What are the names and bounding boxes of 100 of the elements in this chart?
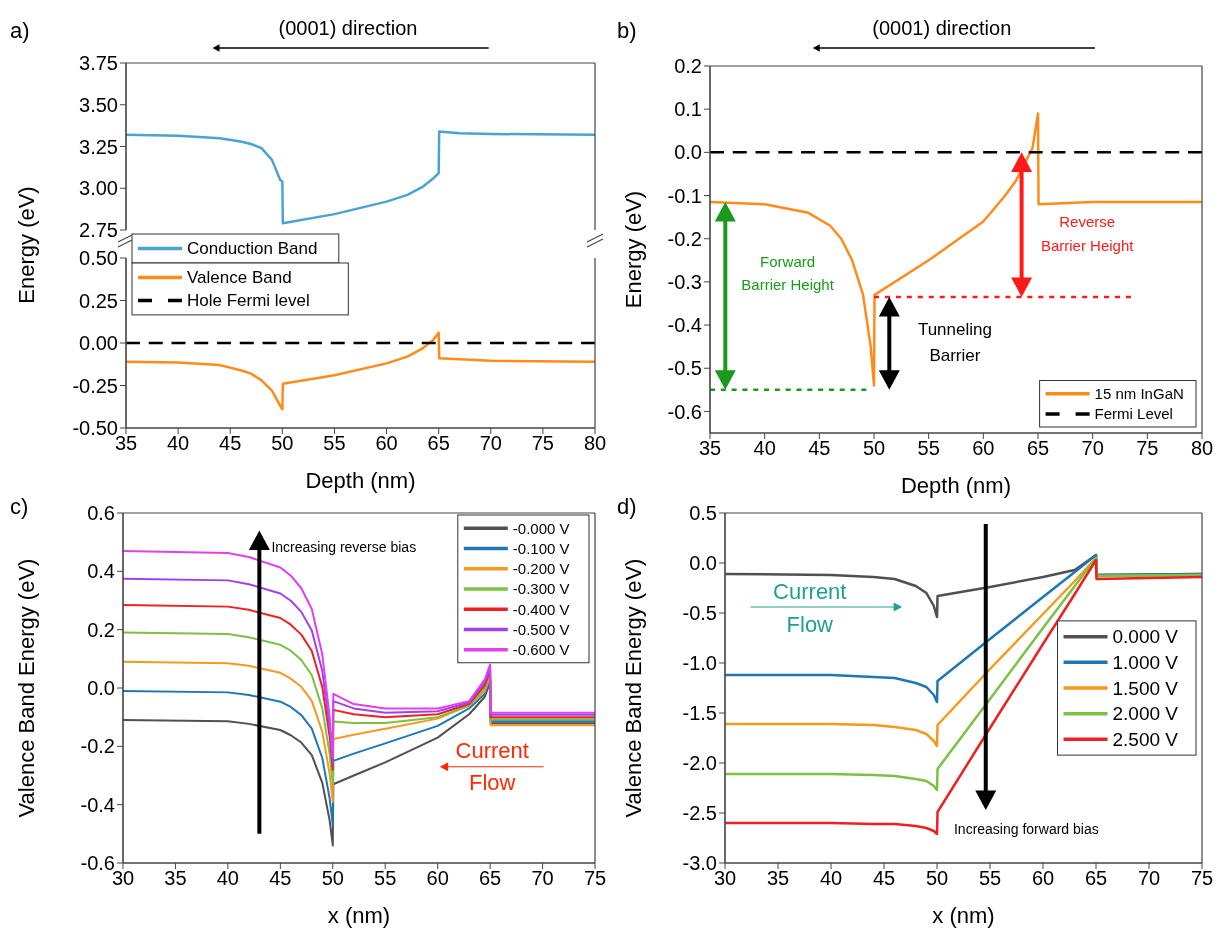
y-tick-label: -0.2 bbox=[80, 735, 115, 758]
x-tick-label: 65 bbox=[427, 432, 450, 455]
line-series bbox=[123, 603, 595, 771]
line-series bbox=[126, 331, 595, 411]
x-tick-label: 40 bbox=[166, 432, 190, 455]
x-tick-label: 70 bbox=[1137, 867, 1161, 890]
y-tick-label: 0.2 bbox=[674, 55, 702, 78]
y-tick-label: 0.5 bbox=[689, 502, 717, 525]
line-series bbox=[710, 112, 1202, 387]
y-tick-label: -0.4 bbox=[667, 314, 702, 337]
y-tick-label: -0.2 bbox=[667, 227, 702, 250]
x-tick-label: 60 bbox=[375, 432, 398, 455]
line-series bbox=[725, 558, 1202, 836]
x-tick-label: 80 bbox=[1190, 437, 1214, 460]
legend-label: Fermi Level bbox=[1094, 405, 1173, 423]
text: d) bbox=[617, 493, 637, 519]
x-tick-label: 65 bbox=[478, 867, 502, 890]
y-tick-label: 0.25 bbox=[79, 289, 118, 312]
x-tick-label: 35 bbox=[164, 867, 187, 890]
y-axis-title: Valence Band Energy (eV) bbox=[620, 558, 646, 818]
x-tick-label: 35 bbox=[766, 867, 790, 890]
x-tick-label: 70 bbox=[479, 432, 502, 455]
x-tick-label: 60 bbox=[1031, 867, 1055, 890]
x-tick-label: 45 bbox=[219, 432, 242, 455]
annotation: Reverse Barrier Height bbox=[1040, 212, 1135, 254]
x-axis-title: Depth (nm) bbox=[900, 472, 1012, 498]
text: a) bbox=[10, 17, 30, 43]
y-tick-label: 3.75 bbox=[79, 52, 118, 75]
x-tick-label: 60 bbox=[426, 867, 449, 890]
x-tick-label: 65 bbox=[1026, 437, 1050, 460]
chart-title: (0001) direction bbox=[872, 17, 1012, 39]
line-series bbox=[725, 556, 1202, 792]
x-axis-title: Depth (nm) bbox=[305, 467, 416, 493]
x-tick-label: 50 bbox=[271, 432, 294, 455]
y-tick-label: 0.0 bbox=[689, 552, 717, 575]
legend-label: 1.000 V bbox=[1112, 651, 1179, 673]
annotation: Current Flow bbox=[773, 578, 847, 637]
y-tick-label: -0.1 bbox=[667, 184, 702, 207]
y-tick-label: -0.25 bbox=[72, 374, 118, 397]
x-tick-label: 80 bbox=[583, 432, 607, 455]
y-tick-label: -0.5 bbox=[667, 357, 702, 380]
y-tick-label: 3.50 bbox=[79, 93, 118, 116]
y-tick-label: 0.0 bbox=[87, 677, 115, 700]
y-tick-label: -0.6 bbox=[667, 400, 702, 423]
x-tick-label: 35 bbox=[698, 437, 722, 460]
text: b) bbox=[617, 17, 637, 43]
legend-label: Hole Fermi level bbox=[187, 290, 310, 310]
legend-label: 15 nm InGaN bbox=[1094, 385, 1184, 403]
y-axis-title: Valence Band Energy (eV) bbox=[13, 558, 39, 818]
y-tick-label: -0.5 bbox=[682, 602, 717, 625]
legend-label: -0.200 V bbox=[512, 560, 570, 578]
x-tick-label: 75 bbox=[1190, 867, 1214, 890]
x-tick-label: 75 bbox=[1136, 437, 1159, 460]
legend-label: 0.000 V bbox=[1112, 626, 1179, 648]
text: c) bbox=[10, 493, 29, 519]
y-axis-title: Energy (eV) bbox=[13, 186, 39, 304]
y-tick-label: 2.75 bbox=[79, 219, 118, 242]
y-tick-label: 0.4 bbox=[87, 560, 115, 583]
y-tick-label: -1.5 bbox=[682, 702, 717, 725]
y-tick-label: -2.0 bbox=[682, 752, 717, 775]
x-tick-label: 55 bbox=[374, 867, 397, 890]
x-axis-title: x (nm) bbox=[327, 902, 391, 928]
x-tick-label: 45 bbox=[808, 437, 831, 460]
legend-label: Conduction Band bbox=[187, 238, 318, 258]
legend-label: -0.100 V bbox=[512, 539, 570, 557]
x-axis-title: x (nm) bbox=[932, 902, 995, 928]
annotation: Increasing reverse bias bbox=[271, 539, 417, 556]
x-tick-label: 55 bbox=[978, 867, 1002, 890]
line-series bbox=[123, 660, 595, 803]
x-tick-label: 55 bbox=[323, 432, 346, 455]
y-tick-label: 3.25 bbox=[79, 135, 118, 158]
line-series bbox=[123, 577, 595, 765]
legend-label: 1.500 V bbox=[1112, 677, 1179, 699]
y-tick-label: 0.1 bbox=[674, 98, 702, 121]
y-tick-label: 0.50 bbox=[79, 247, 118, 270]
legend-label: Valence Band bbox=[187, 267, 292, 287]
x-tick-label: 50 bbox=[925, 867, 949, 890]
legend-label: -0.400 V bbox=[512, 600, 570, 618]
chart-title: (0001) direction bbox=[278, 17, 418, 39]
y-axis-title: Energy (eV) bbox=[620, 190, 646, 309]
legend-label: 2.500 V bbox=[1112, 728, 1179, 750]
y-tick-label: -1.0 bbox=[682, 652, 717, 675]
x-tick-label: 60 bbox=[972, 437, 995, 460]
annotation: Forward Barrier Height bbox=[741, 252, 835, 293]
annotation: Increasing forward bias bbox=[953, 821, 1099, 837]
x-tick-label: 70 bbox=[531, 867, 554, 890]
line-series bbox=[126, 130, 595, 225]
y-tick-label: 3.00 bbox=[79, 177, 118, 200]
legend-label: 2.000 V bbox=[1112, 703, 1179, 725]
y-tick-label: 0.6 bbox=[87, 502, 115, 525]
x-tick-label: 40 bbox=[216, 867, 240, 890]
annotation: Current Flow bbox=[455, 737, 529, 795]
y-tick-label: 0.2 bbox=[87, 618, 115, 641]
annotation: Tunneling Barrier bbox=[917, 319, 992, 365]
y-tick-label: -2.5 bbox=[682, 802, 717, 825]
x-tick-label: 40 bbox=[819, 867, 843, 890]
x-tick-label: 55 bbox=[917, 437, 940, 460]
legend-label: -0.600 V bbox=[512, 641, 570, 659]
y-tick-label: -0.3 bbox=[667, 270, 702, 293]
x-tick-label: 50 bbox=[321, 867, 344, 890]
